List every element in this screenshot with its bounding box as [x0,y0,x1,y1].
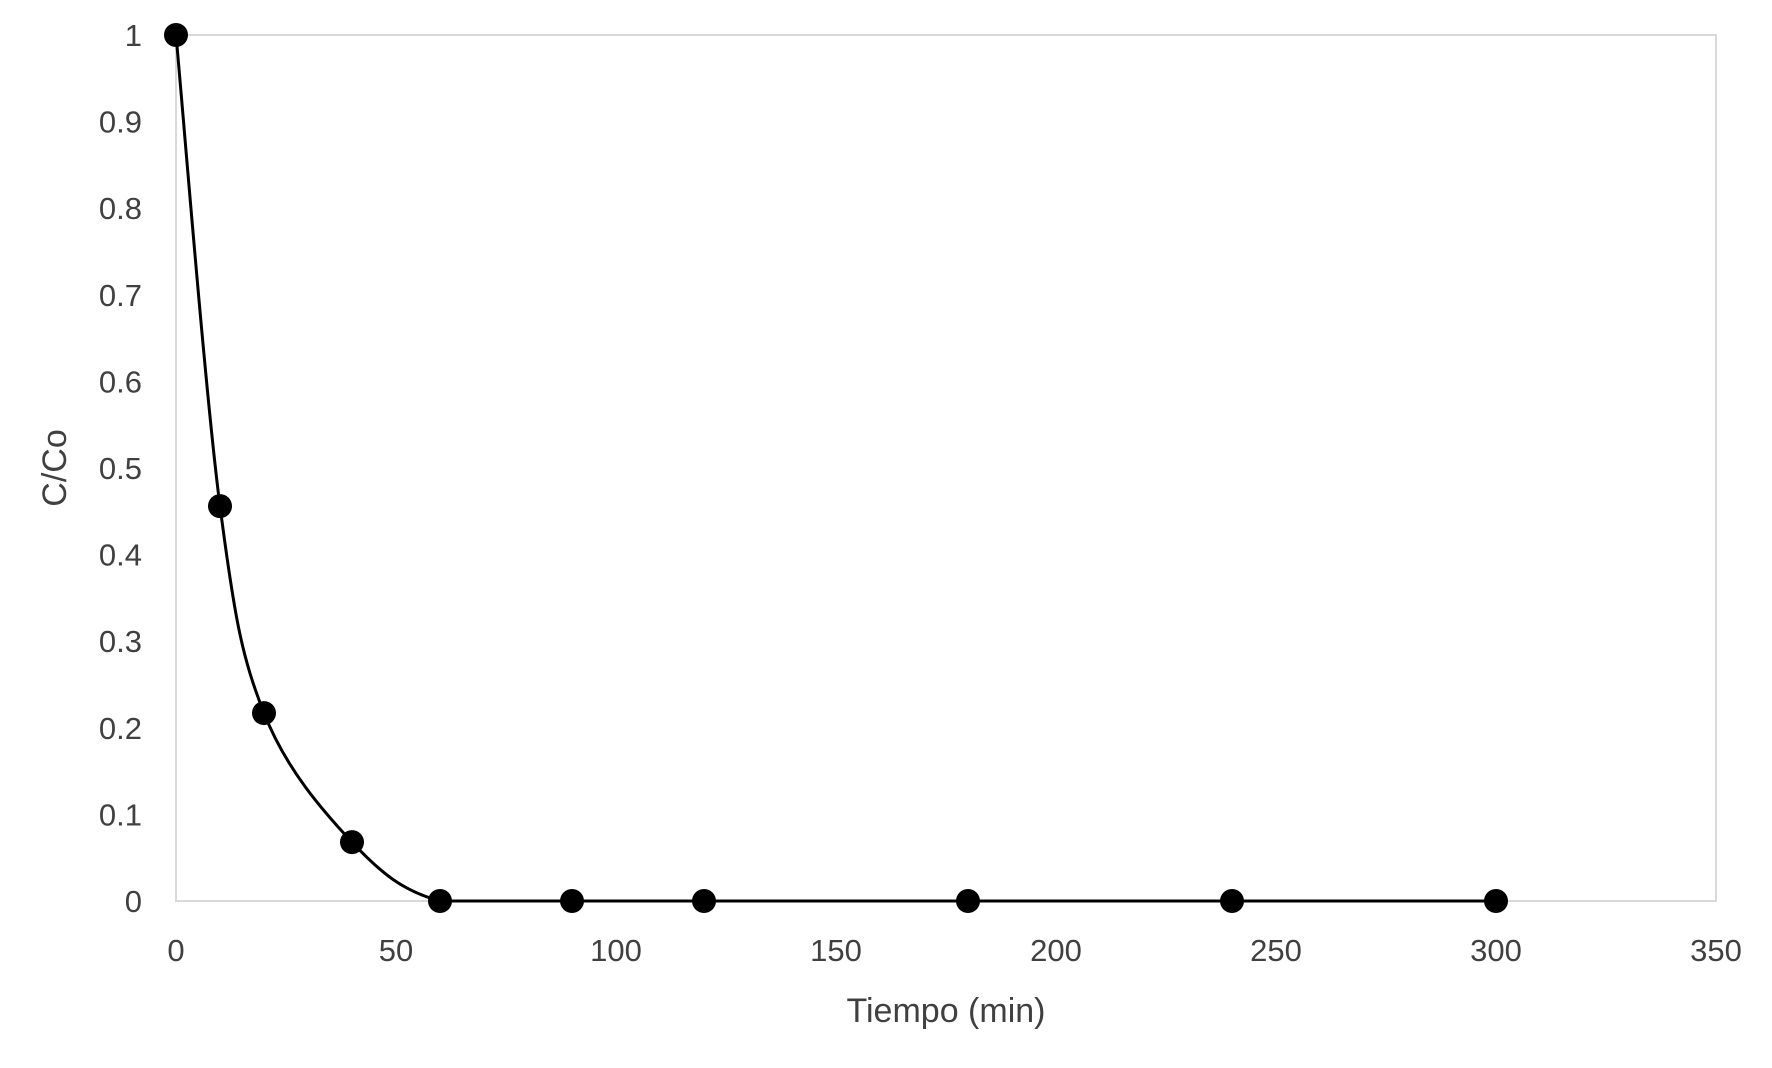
y-tick-label: 0.4 [99,538,142,573]
x-tick-label: 350 [1690,933,1742,968]
y-tick-label: 0.8 [99,191,142,226]
data-point [340,830,364,855]
y-tick-label: 0.2 [99,711,142,746]
data-point [208,494,232,519]
data-point [428,889,452,913]
x-tick-labels: 0 50 100 150 200 250 300 350 [167,933,1741,968]
data-point [164,23,188,47]
x-tick-label: 150 [810,933,862,968]
y-tick-label: 0.3 [99,624,142,659]
data-point [252,701,276,726]
series-smoothed-line [174,34,1496,903]
y-tick-label: 0.1 [99,797,142,832]
series-markers [164,23,1508,913]
y-tick-labels: 0 0.1 0.2 0.3 0.4 0.5 0.6 0.7 0.8 0.9 1 [99,18,142,919]
data-point [692,889,716,913]
y-tick-label: 0.7 [99,278,142,313]
data-point [956,889,980,913]
y-axis-title: C/Co [36,429,74,506]
x-axis-title: Tiempo (min) [847,992,1046,1030]
data-point [560,889,584,913]
x-tick-label: 250 [1250,933,1302,968]
data-point [1220,889,1244,913]
x-tick-label: 300 [1470,933,1522,968]
x-tick-label: 200 [1030,933,1082,968]
y-tick-label: 0.6 [99,364,142,399]
y-tick-label: 0 [125,884,142,919]
y-tick-label: 0.5 [99,451,142,486]
y-tick-label: 0.9 [99,105,142,140]
data-point [1484,889,1508,913]
x-tick-label: 100 [590,933,642,968]
x-tick-label: 50 [379,933,413,968]
plot-frame [175,34,1717,902]
y-tick-label: 1 [125,18,142,53]
x-tick-label: 0 [167,933,184,968]
